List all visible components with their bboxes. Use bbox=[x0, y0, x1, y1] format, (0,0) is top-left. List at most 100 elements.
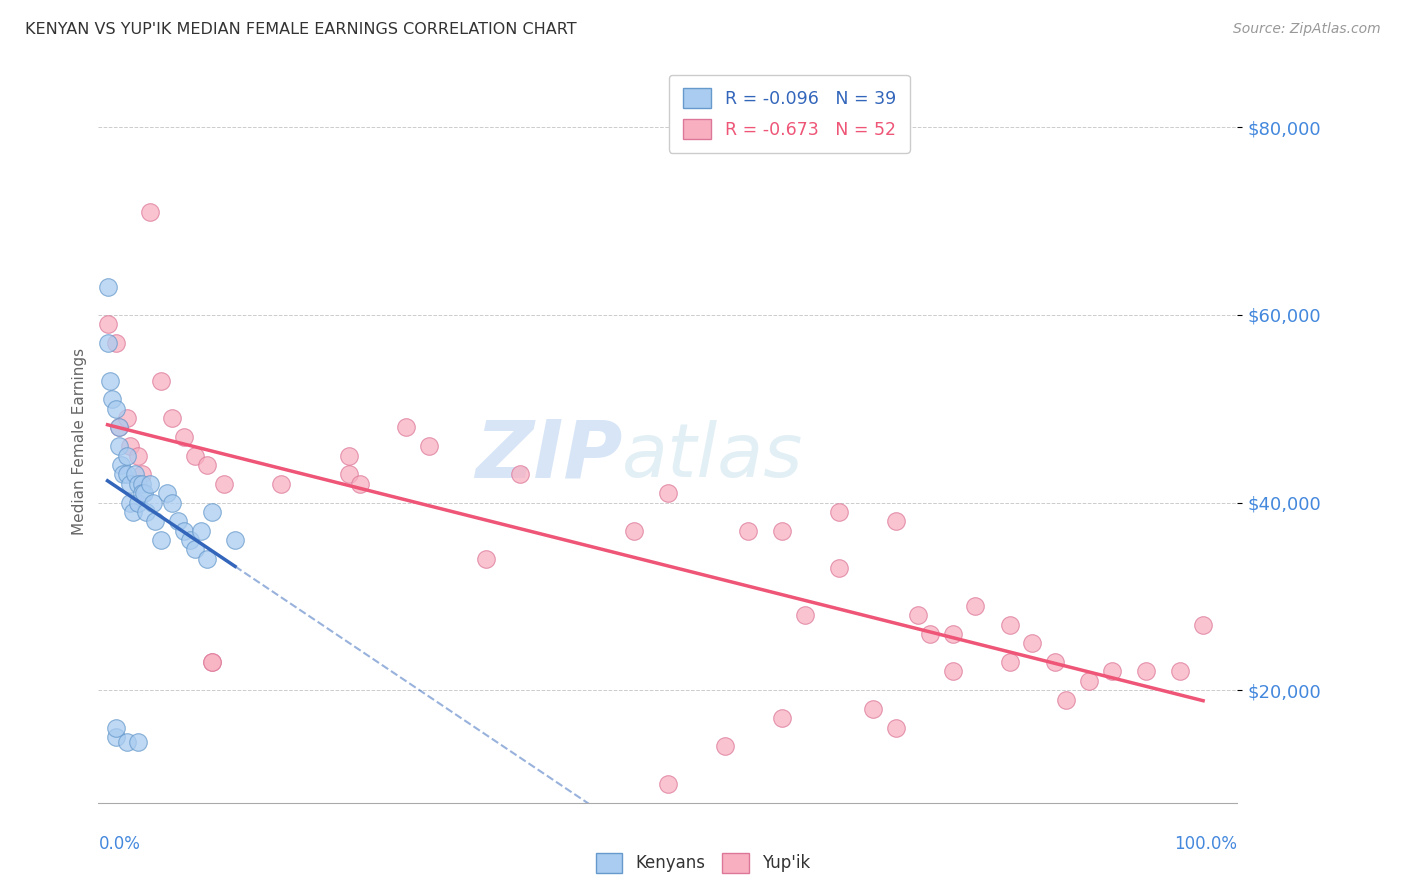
Point bbox=[150, 533, 173, 547]
Point bbox=[115, 735, 138, 749]
Text: ZIP: ZIP bbox=[475, 417, 623, 495]
Point bbox=[101, 392, 124, 407]
Point bbox=[907, 608, 929, 623]
Point bbox=[96, 318, 118, 332]
Point bbox=[195, 551, 218, 566]
Point bbox=[138, 204, 160, 219]
Point bbox=[108, 420, 131, 434]
Text: Source: ZipAtlas.com: Source: ZipAtlas.com bbox=[1233, 22, 1381, 37]
Point bbox=[770, 524, 793, 538]
Point bbox=[1135, 665, 1157, 679]
Point bbox=[270, 476, 292, 491]
Point bbox=[110, 458, 132, 472]
Point bbox=[104, 721, 127, 735]
Point bbox=[127, 495, 149, 509]
Point bbox=[145, 514, 167, 528]
Point bbox=[120, 476, 142, 491]
Point bbox=[657, 486, 679, 500]
Point bbox=[828, 561, 851, 575]
Legend: R = -0.096   N = 39, R = -0.673   N = 52: R = -0.096 N = 39, R = -0.673 N = 52 bbox=[669, 75, 910, 153]
Point bbox=[156, 486, 179, 500]
Point bbox=[862, 702, 884, 716]
Point bbox=[96, 336, 118, 351]
Point bbox=[1054, 692, 1078, 706]
Point bbox=[167, 514, 190, 528]
Point bbox=[150, 374, 173, 388]
Point bbox=[120, 495, 142, 509]
Point bbox=[131, 476, 153, 491]
Point bbox=[124, 467, 146, 482]
Point bbox=[115, 449, 138, 463]
Point bbox=[112, 467, 135, 482]
Point bbox=[162, 495, 184, 509]
Point bbox=[184, 542, 207, 557]
Point bbox=[104, 401, 127, 416]
Point bbox=[793, 608, 815, 623]
Point bbox=[201, 655, 224, 669]
Point bbox=[395, 420, 418, 434]
Point bbox=[1101, 665, 1123, 679]
Point bbox=[179, 533, 201, 547]
Point bbox=[1192, 617, 1215, 632]
Point bbox=[474, 551, 496, 566]
Point bbox=[131, 467, 153, 482]
Point bbox=[1078, 673, 1101, 688]
Point bbox=[1043, 655, 1066, 669]
Point bbox=[108, 439, 131, 453]
Point bbox=[184, 449, 207, 463]
Point bbox=[201, 505, 224, 519]
Point bbox=[142, 495, 165, 509]
Point bbox=[127, 476, 149, 491]
Point bbox=[120, 439, 142, 453]
Point bbox=[942, 627, 965, 641]
Point bbox=[337, 467, 360, 482]
Point bbox=[195, 458, 218, 472]
Text: KENYAN VS YUP'IK MEDIAN FEMALE EARNINGS CORRELATION CHART: KENYAN VS YUP'IK MEDIAN FEMALE EARNINGS … bbox=[25, 22, 576, 37]
Point bbox=[212, 476, 235, 491]
Text: atlas: atlas bbox=[623, 420, 804, 492]
Point bbox=[884, 721, 907, 735]
Point bbox=[98, 374, 121, 388]
Text: 0.0%: 0.0% bbox=[98, 835, 141, 854]
Point bbox=[135, 505, 157, 519]
Point bbox=[115, 467, 138, 482]
Point bbox=[623, 524, 645, 538]
Point bbox=[162, 411, 184, 425]
Point bbox=[173, 524, 195, 538]
Point bbox=[127, 449, 149, 463]
Point bbox=[173, 430, 195, 444]
Point bbox=[737, 524, 759, 538]
Point bbox=[127, 735, 149, 749]
Point bbox=[884, 514, 907, 528]
Point bbox=[131, 486, 153, 500]
Point bbox=[918, 627, 941, 641]
Point bbox=[108, 420, 131, 434]
Point bbox=[132, 486, 155, 500]
Point bbox=[337, 449, 360, 463]
Text: 100.0%: 100.0% bbox=[1174, 835, 1237, 854]
Point bbox=[418, 439, 440, 453]
Point bbox=[115, 411, 138, 425]
Point bbox=[942, 665, 965, 679]
Point bbox=[104, 730, 127, 744]
Legend: Kenyans, Yup'ik: Kenyans, Yup'ik bbox=[589, 847, 817, 880]
Point bbox=[349, 476, 371, 491]
Point bbox=[965, 599, 987, 613]
Point bbox=[224, 533, 246, 547]
Point bbox=[509, 467, 531, 482]
Point bbox=[104, 336, 127, 351]
Point bbox=[96, 279, 118, 293]
Y-axis label: Median Female Earnings: Median Female Earnings bbox=[72, 348, 87, 535]
Point bbox=[770, 711, 793, 725]
Point bbox=[998, 617, 1021, 632]
Point bbox=[121, 505, 143, 519]
Point bbox=[201, 655, 224, 669]
Point bbox=[828, 505, 851, 519]
Point bbox=[714, 739, 737, 754]
Point bbox=[190, 524, 212, 538]
Point bbox=[138, 476, 160, 491]
Point bbox=[1170, 665, 1192, 679]
Point bbox=[1021, 636, 1043, 650]
Point bbox=[998, 655, 1021, 669]
Point bbox=[657, 777, 679, 791]
